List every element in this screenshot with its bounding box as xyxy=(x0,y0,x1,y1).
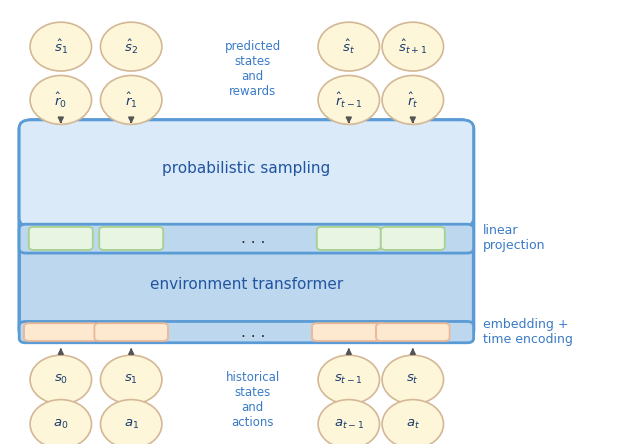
Text: linear
projection: linear projection xyxy=(483,224,546,253)
Text: . . .: . . . xyxy=(241,325,265,340)
Ellipse shape xyxy=(382,355,444,404)
Ellipse shape xyxy=(382,22,444,71)
FancyBboxPatch shape xyxy=(312,323,385,341)
Ellipse shape xyxy=(30,355,92,404)
FancyBboxPatch shape xyxy=(29,227,93,250)
Ellipse shape xyxy=(100,400,162,444)
FancyBboxPatch shape xyxy=(19,120,474,340)
Text: $s_0$: $s_0$ xyxy=(54,373,68,386)
FancyBboxPatch shape xyxy=(19,321,474,343)
Text: $s_{t-1}$: $s_{t-1}$ xyxy=(334,373,364,386)
Text: $a_t$: $a_t$ xyxy=(406,417,420,431)
Text: $\hat{s}_1$: $\hat{s}_1$ xyxy=(54,37,68,56)
Text: $\hat{r}_0$: $\hat{r}_0$ xyxy=(54,90,67,110)
FancyBboxPatch shape xyxy=(99,227,163,250)
Ellipse shape xyxy=(318,355,380,404)
FancyBboxPatch shape xyxy=(24,323,97,341)
Text: $\hat{s}_t$: $\hat{s}_t$ xyxy=(342,37,355,56)
FancyBboxPatch shape xyxy=(19,224,474,253)
FancyBboxPatch shape xyxy=(95,323,168,341)
Text: probabilistic sampling: probabilistic sampling xyxy=(163,161,330,176)
Ellipse shape xyxy=(30,400,92,444)
Ellipse shape xyxy=(382,400,444,444)
Ellipse shape xyxy=(30,75,92,124)
Ellipse shape xyxy=(100,355,162,404)
Ellipse shape xyxy=(318,400,380,444)
FancyBboxPatch shape xyxy=(376,323,450,341)
Text: historical
states
and
actions: historical states and actions xyxy=(226,371,280,428)
FancyBboxPatch shape xyxy=(317,227,381,250)
Text: $a_0$: $a_0$ xyxy=(53,417,68,431)
Ellipse shape xyxy=(318,22,380,71)
Ellipse shape xyxy=(318,75,380,124)
Text: $\hat{r}_1$: $\hat{r}_1$ xyxy=(125,90,138,110)
Text: $\hat{s}_{t+1}$: $\hat{s}_{t+1}$ xyxy=(398,37,428,56)
Text: . . .: . . . xyxy=(241,231,265,246)
Ellipse shape xyxy=(100,22,162,71)
Text: embedding +
time encoding: embedding + time encoding xyxy=(483,318,573,346)
Ellipse shape xyxy=(100,75,162,124)
Text: $\hat{s}_2$: $\hat{s}_2$ xyxy=(124,37,138,56)
Text: $s_1$: $s_1$ xyxy=(124,373,138,386)
Ellipse shape xyxy=(382,75,444,124)
FancyBboxPatch shape xyxy=(19,120,474,226)
Text: $s_t$: $s_t$ xyxy=(406,373,419,386)
Text: $\hat{r}_t$: $\hat{r}_t$ xyxy=(407,90,419,110)
Text: predicted
states
and
rewards: predicted states and rewards xyxy=(225,40,281,98)
Text: $a_{t-1}$: $a_{t-1}$ xyxy=(333,417,364,431)
Ellipse shape xyxy=(30,22,92,71)
Text: $a_1$: $a_1$ xyxy=(124,417,139,431)
Text: environment transformer: environment transformer xyxy=(150,277,343,292)
FancyBboxPatch shape xyxy=(381,227,445,250)
Text: $\hat{r}_{t-1}$: $\hat{r}_{t-1}$ xyxy=(335,90,363,110)
